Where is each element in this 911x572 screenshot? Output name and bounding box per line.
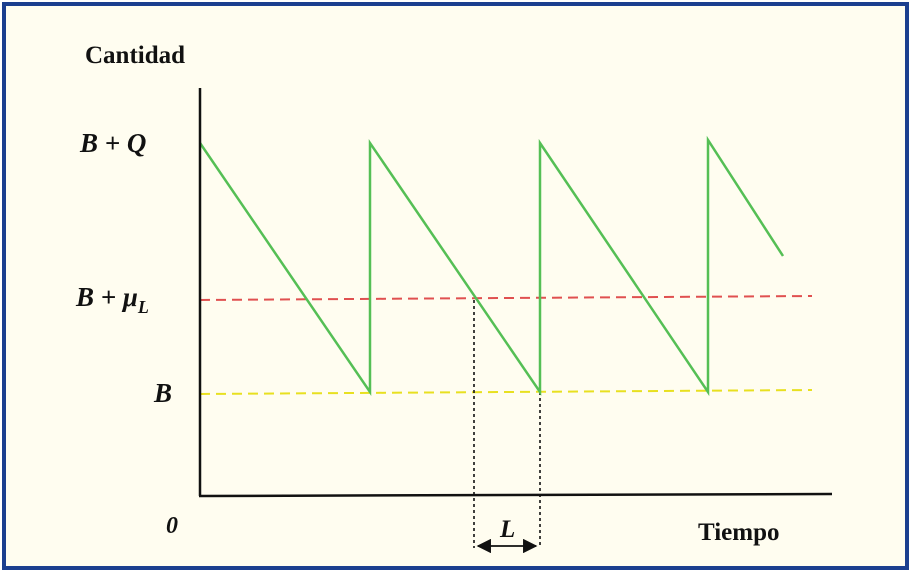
reorder-level-sub: L	[137, 297, 149, 317]
reorder-level-line	[199, 295, 813, 301]
safety-level-label: B	[153, 378, 172, 408]
inventory-level-line	[198, 135, 785, 397]
reorder-level-label: B + μL	[75, 282, 149, 317]
safety-stock-line	[199, 389, 813, 395]
reorder-level-main: B + μ	[75, 282, 138, 312]
lead-time-label: L	[499, 516, 515, 543]
top-level-label: B + Q	[79, 128, 146, 158]
x-axis-label: Tiempo	[698, 519, 780, 546]
x-axis	[198, 492, 833, 498]
origin-label: 0	[166, 513, 178, 539]
y-axis-label: Cantidad	[85, 42, 185, 69]
